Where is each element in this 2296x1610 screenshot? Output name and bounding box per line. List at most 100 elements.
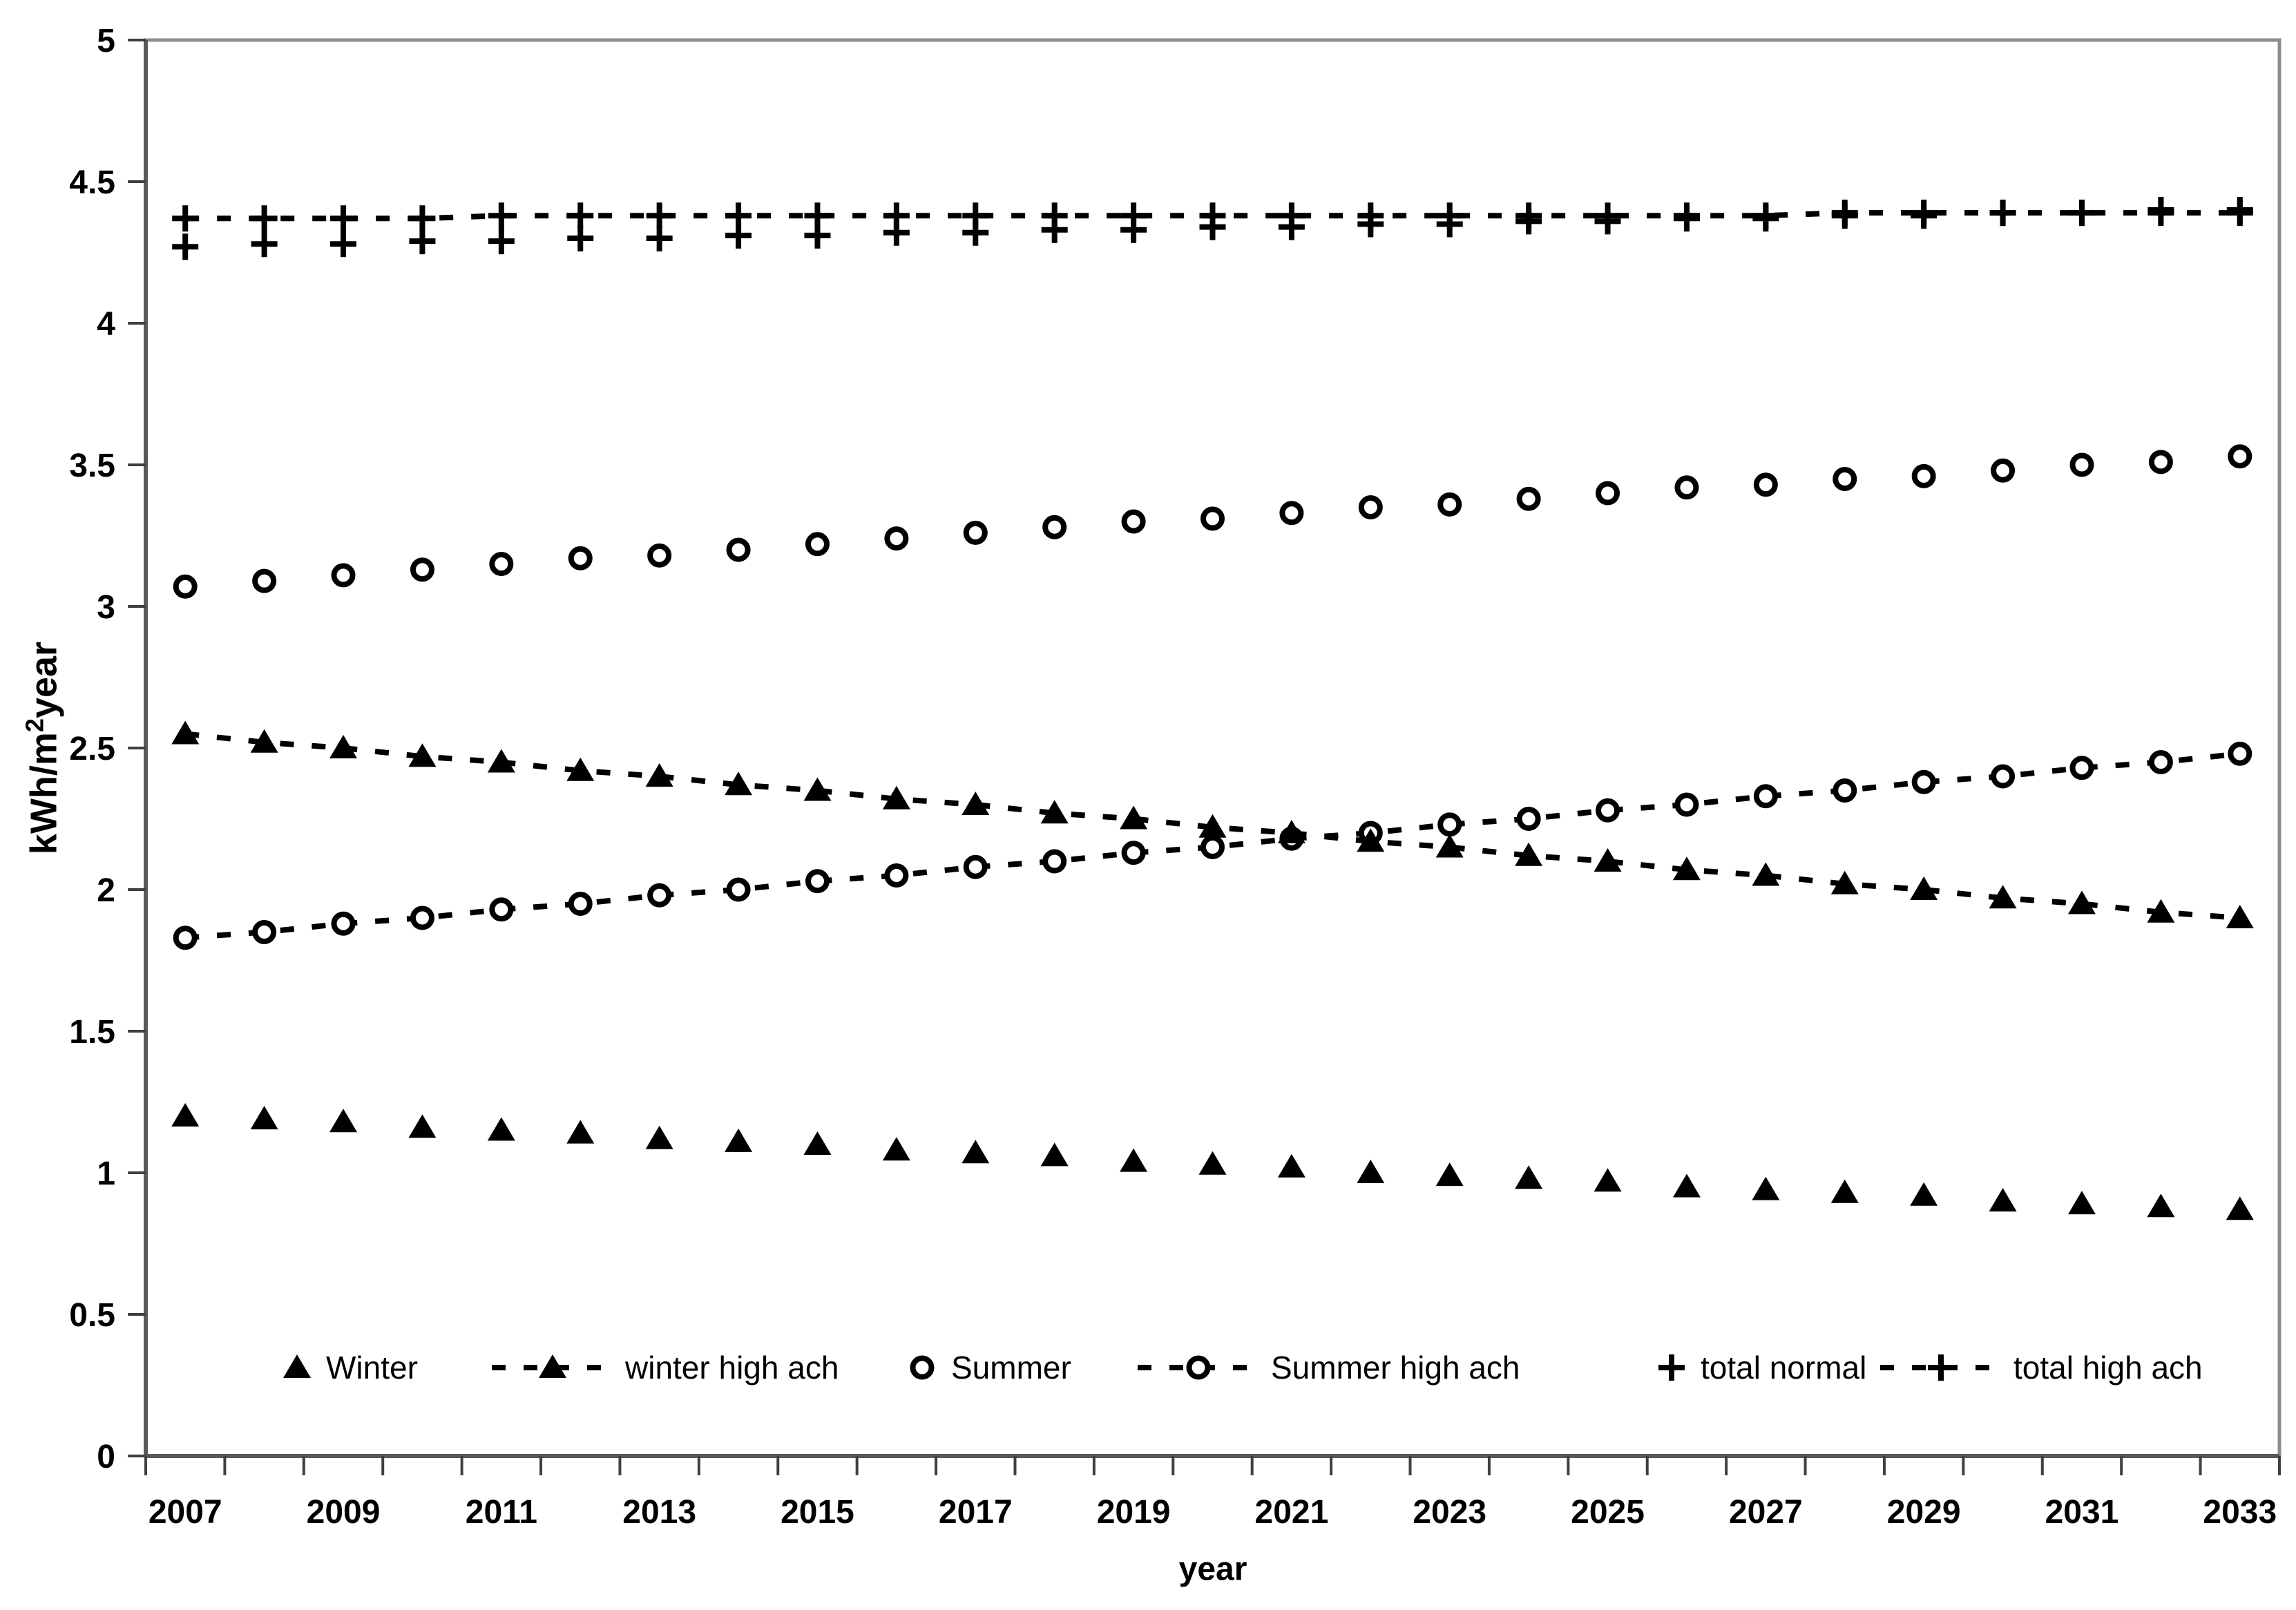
winter-marker	[645, 1125, 673, 1149]
summer-high-ach-marker	[1516, 807, 1541, 831]
winter-high-ach-marker	[2067, 890, 2096, 914]
series-summer	[173, 444, 2252, 599]
summer-high-ach-marker	[1121, 841, 1146, 865]
winter-marker	[329, 1109, 358, 1133]
legend-item-total-normal: total normal	[1658, 1350, 1866, 1386]
winter-high-ach-marker	[1672, 856, 1701, 881]
winter-high-ach-marker	[1910, 876, 1938, 900]
legend-label: Summer high ach	[1271, 1350, 1520, 1386]
legend-item-winter: Winter	[283, 1350, 418, 1386]
y-tick-label: 0	[97, 1439, 115, 1475]
summer-marker	[1596, 481, 1620, 506]
total-high-ach-marker	[1673, 202, 1700, 229]
total-high-ach-marker	[1199, 202, 1226, 229]
legend-triangle-icon	[283, 1354, 311, 1378]
total-high-ach-marker	[804, 202, 831, 229]
y-tick-label: 4.5	[69, 164, 115, 201]
summer-marker	[489, 552, 514, 576]
summer-high-ach-marker	[331, 911, 356, 936]
winter-high-ach-marker	[1040, 800, 1069, 824]
winter-high-ach-marker	[1120, 805, 1148, 830]
summer-high-ach-marker	[2069, 756, 2094, 780]
total-high-ach-marker	[1831, 200, 1858, 227]
summer-marker	[1753, 472, 1778, 497]
winter-high-ach-marker	[725, 772, 753, 796]
x-tick-label: 2025	[1571, 1494, 1645, 1531]
total-high-ach-marker	[725, 202, 752, 229]
plot-border	[144, 38, 2281, 1458]
total-high-ach-marker	[962, 202, 989, 229]
summer-marker	[173, 574, 198, 599]
winter-high-ach-marker	[1357, 828, 1385, 852]
total-normal-marker	[409, 228, 436, 255]
x-tick-label: 2019	[1097, 1494, 1171, 1531]
summer-marker	[1991, 458, 2016, 483]
summer-high-ach-marker	[1991, 764, 2016, 789]
legend-item-winter-high-ach: winter high ach	[492, 1350, 839, 1386]
winter-marker	[1752, 1176, 1780, 1200]
summer-high-ach-marker	[1042, 849, 1067, 874]
winter-marker	[1594, 1168, 1622, 1192]
winter-marker	[962, 1140, 990, 1164]
x-tick-label: 2007	[149, 1494, 222, 1531]
winter-marker	[1672, 1173, 1701, 1198]
summer-high-ach-marker	[963, 854, 988, 879]
series-line-summer-high-ach	[184, 751, 2241, 941]
summer-high-ach-marker	[1200, 835, 1225, 859]
summer-marker	[410, 557, 434, 582]
summer-marker	[1674, 475, 1699, 500]
winter-marker	[2067, 1191, 2096, 1215]
summer-marker	[805, 532, 830, 557]
summer-high-ach-marker	[1753, 784, 1778, 809]
total-high-ach-marker	[567, 202, 594, 229]
winter-high-ach-marker	[1752, 862, 1780, 886]
legend-label: Summer	[951, 1350, 1071, 1386]
y-tick-label: 2	[97, 872, 115, 909]
x-tick-label: 2023	[1413, 1494, 1486, 1531]
winter-high-ach-marker	[2147, 899, 2175, 923]
summer-marker	[726, 537, 751, 562]
summer-high-ach-marker	[489, 897, 514, 922]
x-tick-label: 2013	[622, 1494, 696, 1531]
summer-high-ach-marker	[2228, 741, 2252, 766]
winter-high-ach-marker	[1515, 842, 1543, 866]
summer-marker	[331, 563, 356, 588]
summer-high-ach-marker	[410, 905, 434, 930]
winter-marker	[2147, 1194, 2175, 1218]
summer-marker	[1042, 515, 1067, 539]
summer-high-ach-marker	[1911, 769, 1936, 794]
winter-high-ach-marker	[1989, 885, 2017, 909]
x-tick-label: 2021	[1255, 1494, 1329, 1531]
winter-marker	[803, 1131, 832, 1155]
summer-marker	[252, 568, 277, 593]
x-tick-label: 2009	[307, 1494, 381, 1531]
total-normal-marker	[172, 233, 199, 260]
series-summer-high-ach	[173, 741, 2252, 950]
summer-marker	[2228, 444, 2252, 469]
total-high-ach-marker	[1515, 202, 1542, 229]
summer-marker	[1200, 506, 1225, 531]
total-high-ach-marker	[646, 202, 673, 229]
y-tick-label: 3.5	[69, 448, 115, 484]
y-tick-label: 4	[97, 306, 115, 343]
summer-marker	[884, 526, 909, 551]
winter-marker	[1989, 1188, 2017, 1211]
y-tick-label: 5	[97, 23, 115, 59]
legend-plus-icon	[1658, 1354, 1685, 1381]
x-tick-label: 2011	[466, 1494, 537, 1531]
summer-high-ach-marker	[1674, 792, 1699, 817]
y-axis-title-prefix: kWh/m	[23, 732, 65, 855]
x-tick-label: 2029	[1887, 1494, 1961, 1531]
summer-high-ach-marker	[1596, 798, 1620, 823]
winter-marker	[882, 1137, 910, 1161]
total-high-ach-marker	[251, 205, 278, 232]
legend-label: winter high ach	[624, 1350, 839, 1386]
summer-marker	[2069, 452, 2094, 477]
series-winter-high-ach	[171, 720, 2254, 928]
total-high-ach-marker	[488, 202, 515, 229]
winter-marker	[250, 1106, 278, 1130]
legend-item-total-high-ach: total high ach	[1880, 1350, 2203, 1386]
legend-triangle-icon	[539, 1354, 566, 1378]
y-tick-label: 1	[97, 1156, 115, 1192]
